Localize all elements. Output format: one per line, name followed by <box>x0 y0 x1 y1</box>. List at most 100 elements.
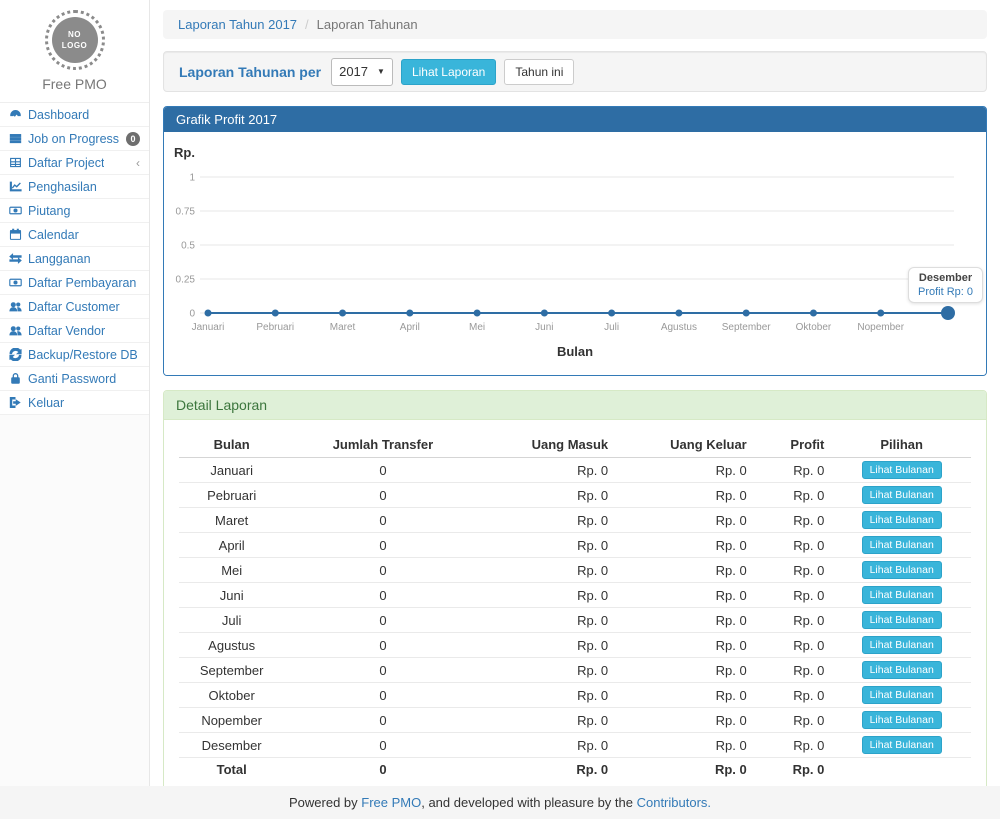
data-point-agustus[interactable] <box>675 310 682 317</box>
sidebar-item-label: Dashboard <box>28 108 89 122</box>
list-icon <box>9 132 22 145</box>
sidebar-item-daftar-pembayaran[interactable]: Daftar Pembayaran <box>0 271 149 295</box>
lihat-bulanan-button-september[interactable]: Lihat Bulanan <box>862 661 942 679</box>
total-uang_masuk: Rp. 0 <box>482 758 617 782</box>
breadcrumb-link-laporan-tahun[interactable]: Laporan Tahun 2017 <box>178 17 297 32</box>
cell-jumlah_transfer: 0 <box>284 608 481 633</box>
breadcrumb-separator: / <box>305 17 309 32</box>
cell-bulan: Juni <box>179 583 284 608</box>
cell-uang_masuk: Rp. 0 <box>482 483 617 508</box>
data-point-september[interactable] <box>743 310 750 317</box>
page-footer: Powered by Free PMO, and developed with … <box>0 786 1000 819</box>
sidebar-item-dashboard[interactable]: Dashboard <box>0 103 149 127</box>
lihat-bulanan-button-juni[interactable]: Lihat Bulanan <box>862 586 942 604</box>
cell-jumlah_transfer: 0 <box>284 558 481 583</box>
cell-jumlah_transfer: 0 <box>284 733 481 758</box>
sidebar-item-daftar-project[interactable]: Daftar Project‹ <box>0 151 149 175</box>
cell-uang_keluar: Rp. 0 <box>616 658 755 683</box>
chart-area: Rp. 10.750.50.250JanuariPebruariMaretApr… <box>164 132 986 375</box>
cell-jumlah_transfer: 0 <box>284 633 481 658</box>
logo-block: NO LOGO Free PMO <box>0 0 149 102</box>
x-tick-label: Juni <box>535 322 553 333</box>
cell-bulan: Agustus <box>179 633 284 658</box>
cell-bulan: Oktober <box>179 683 284 708</box>
cell-uang_masuk: Rp. 0 <box>482 708 617 733</box>
sidebar-item-keluar[interactable]: Keluar <box>0 391 149 415</box>
contributors-link[interactable]: Contributors. <box>637 795 711 810</box>
cell-bulan: Maret <box>179 508 284 533</box>
detail-report-panel: Detail Laporan BulanJumlah TransferUang … <box>163 390 987 797</box>
tahun-ini-button[interactable]: Tahun ini <box>504 59 574 85</box>
cell-uang_keluar: Rp. 0 <box>616 483 755 508</box>
lihat-bulanan-button-agustus[interactable]: Lihat Bulanan <box>862 636 942 654</box>
logo-text-line2: LOGO <box>62 40 88 51</box>
calendar-icon <box>9 228 22 241</box>
table-row-juli: Juli0Rp. 0Rp. 0Rp. 0Lihat Bulanan <box>179 608 971 633</box>
column-header-jumlah-transfer: Jumlah Transfer <box>284 432 481 458</box>
sidebar-item-daftar-vendor[interactable]: Daftar Vendor <box>0 319 149 343</box>
table-row-april: April0Rp. 0Rp. 0Rp. 0Lihat Bulanan <box>179 533 971 558</box>
x-tick-label: Mei <box>469 322 485 333</box>
monthly-report-table: BulanJumlah TransferUang MasukUang Kelua… <box>179 432 971 782</box>
lihat-bulanan-button-pebruari[interactable]: Lihat Bulanan <box>862 486 942 504</box>
data-point-desember[interactable] <box>941 306 955 320</box>
cell-uang_keluar: Rp. 0 <box>616 633 755 658</box>
table-row-desember: Desember0Rp. 0Rp. 0Rp. 0Lihat Bulanan <box>179 733 971 758</box>
lihat-bulanan-button-juli[interactable]: Lihat Bulanan <box>862 611 942 629</box>
sidebar-item-ganti-password[interactable]: Ganti Password <box>0 367 149 391</box>
lihat-bulanan-button-desember[interactable]: Lihat Bulanan <box>862 736 942 754</box>
data-point-juni[interactable] <box>541 310 548 317</box>
cell-jumlah_transfer: 0 <box>284 683 481 708</box>
cell-uang_masuk: Rp. 0 <box>482 558 617 583</box>
lihat-bulanan-button-april[interactable]: Lihat Bulanan <box>862 536 942 554</box>
table-row-maret: Maret0Rp. 0Rp. 0Rp. 0Lihat Bulanan <box>179 508 971 533</box>
lihat-bulanan-button-januari[interactable]: Lihat Bulanan <box>862 461 942 479</box>
data-point-pebruari[interactable] <box>272 310 279 317</box>
table-header-row: BulanJumlah TransferUang MasukUang Kelua… <box>179 432 971 458</box>
sidebar-item-calendar[interactable]: Calendar <box>0 223 149 247</box>
cell-uang_keluar: Rp. 0 <box>616 533 755 558</box>
sidebar-item-label: Job on Progress <box>28 132 119 146</box>
users-icon <box>9 300 22 313</box>
table-row-pebruari: Pebruari0Rp. 0Rp. 0Rp. 0Lihat Bulanan <box>179 483 971 508</box>
y-tick-label: 0.25 <box>176 275 196 286</box>
sidebar-item-penghasilan[interactable]: Penghasilan <box>0 175 149 199</box>
money-icon <box>9 204 22 217</box>
y-tick-label: 0.5 <box>181 241 195 252</box>
table-total-row: Total0Rp. 0Rp. 0Rp. 0 <box>179 758 971 782</box>
total-profit: Rp. 0 <box>755 758 833 782</box>
sign-out-icon <box>9 396 22 409</box>
lihat-bulanan-button-nopember[interactable]: Lihat Bulanan <box>862 711 942 729</box>
sidebar-item-langganan[interactable]: Langganan <box>0 247 149 271</box>
data-point-nopember[interactable] <box>877 310 884 317</box>
sidebar: NO LOGO Free PMO Dashboard Job on Progres… <box>0 0 150 786</box>
sidebar-item-piutang[interactable]: Piutang <box>0 199 149 223</box>
lihat-bulanan-button-mei[interactable]: Lihat Bulanan <box>862 561 942 579</box>
lihat-laporan-button[interactable]: Lihat Laporan <box>401 59 496 85</box>
cell-bulan: Januari <box>179 458 284 483</box>
profit-chart-panel: Grafik Profit 2017 Rp. 10.750.50.250Janu… <box>163 106 987 376</box>
sidebar-item-job-on-progress[interactable]: Job on Progress0 <box>0 127 149 151</box>
table-icon <box>9 156 22 169</box>
data-point-oktober[interactable] <box>810 310 817 317</box>
year-select[interactable]: 2017 ▼ <box>331 58 393 86</box>
data-point-juli[interactable] <box>608 310 615 317</box>
cell-uang_keluar: Rp. 0 <box>616 708 755 733</box>
chevron-left-icon: ‹ <box>136 156 140 170</box>
data-point-april[interactable] <box>406 310 413 317</box>
lihat-bulanan-button-maret[interactable]: Lihat Bulanan <box>862 511 942 529</box>
cell-profit: Rp. 0 <box>755 733 833 758</box>
cell-uang_masuk: Rp. 0 <box>482 533 617 558</box>
sidebar-item-backup-restore-db[interactable]: Backup/Restore DB <box>0 343 149 367</box>
sidebar-item-daftar-customer[interactable]: Daftar Customer <box>0 295 149 319</box>
main-content: Laporan Tahun 2017 / Laporan Tahunan Lap… <box>150 0 1000 786</box>
total-bulan: Total <box>179 758 284 782</box>
data-point-januari[interactable] <box>205 310 212 317</box>
data-point-mei[interactable] <box>474 310 481 317</box>
total-uang_keluar: Rp. 0 <box>616 758 755 782</box>
y-tick-label: 1 <box>189 173 195 184</box>
data-point-maret[interactable] <box>339 310 346 317</box>
free-pmo-link[interactable]: Free PMO <box>361 795 421 810</box>
sidebar-menu: Dashboard Job on Progress0Daftar Project‹… <box>0 102 149 415</box>
lihat-bulanan-button-oktober[interactable]: Lihat Bulanan <box>862 686 942 704</box>
